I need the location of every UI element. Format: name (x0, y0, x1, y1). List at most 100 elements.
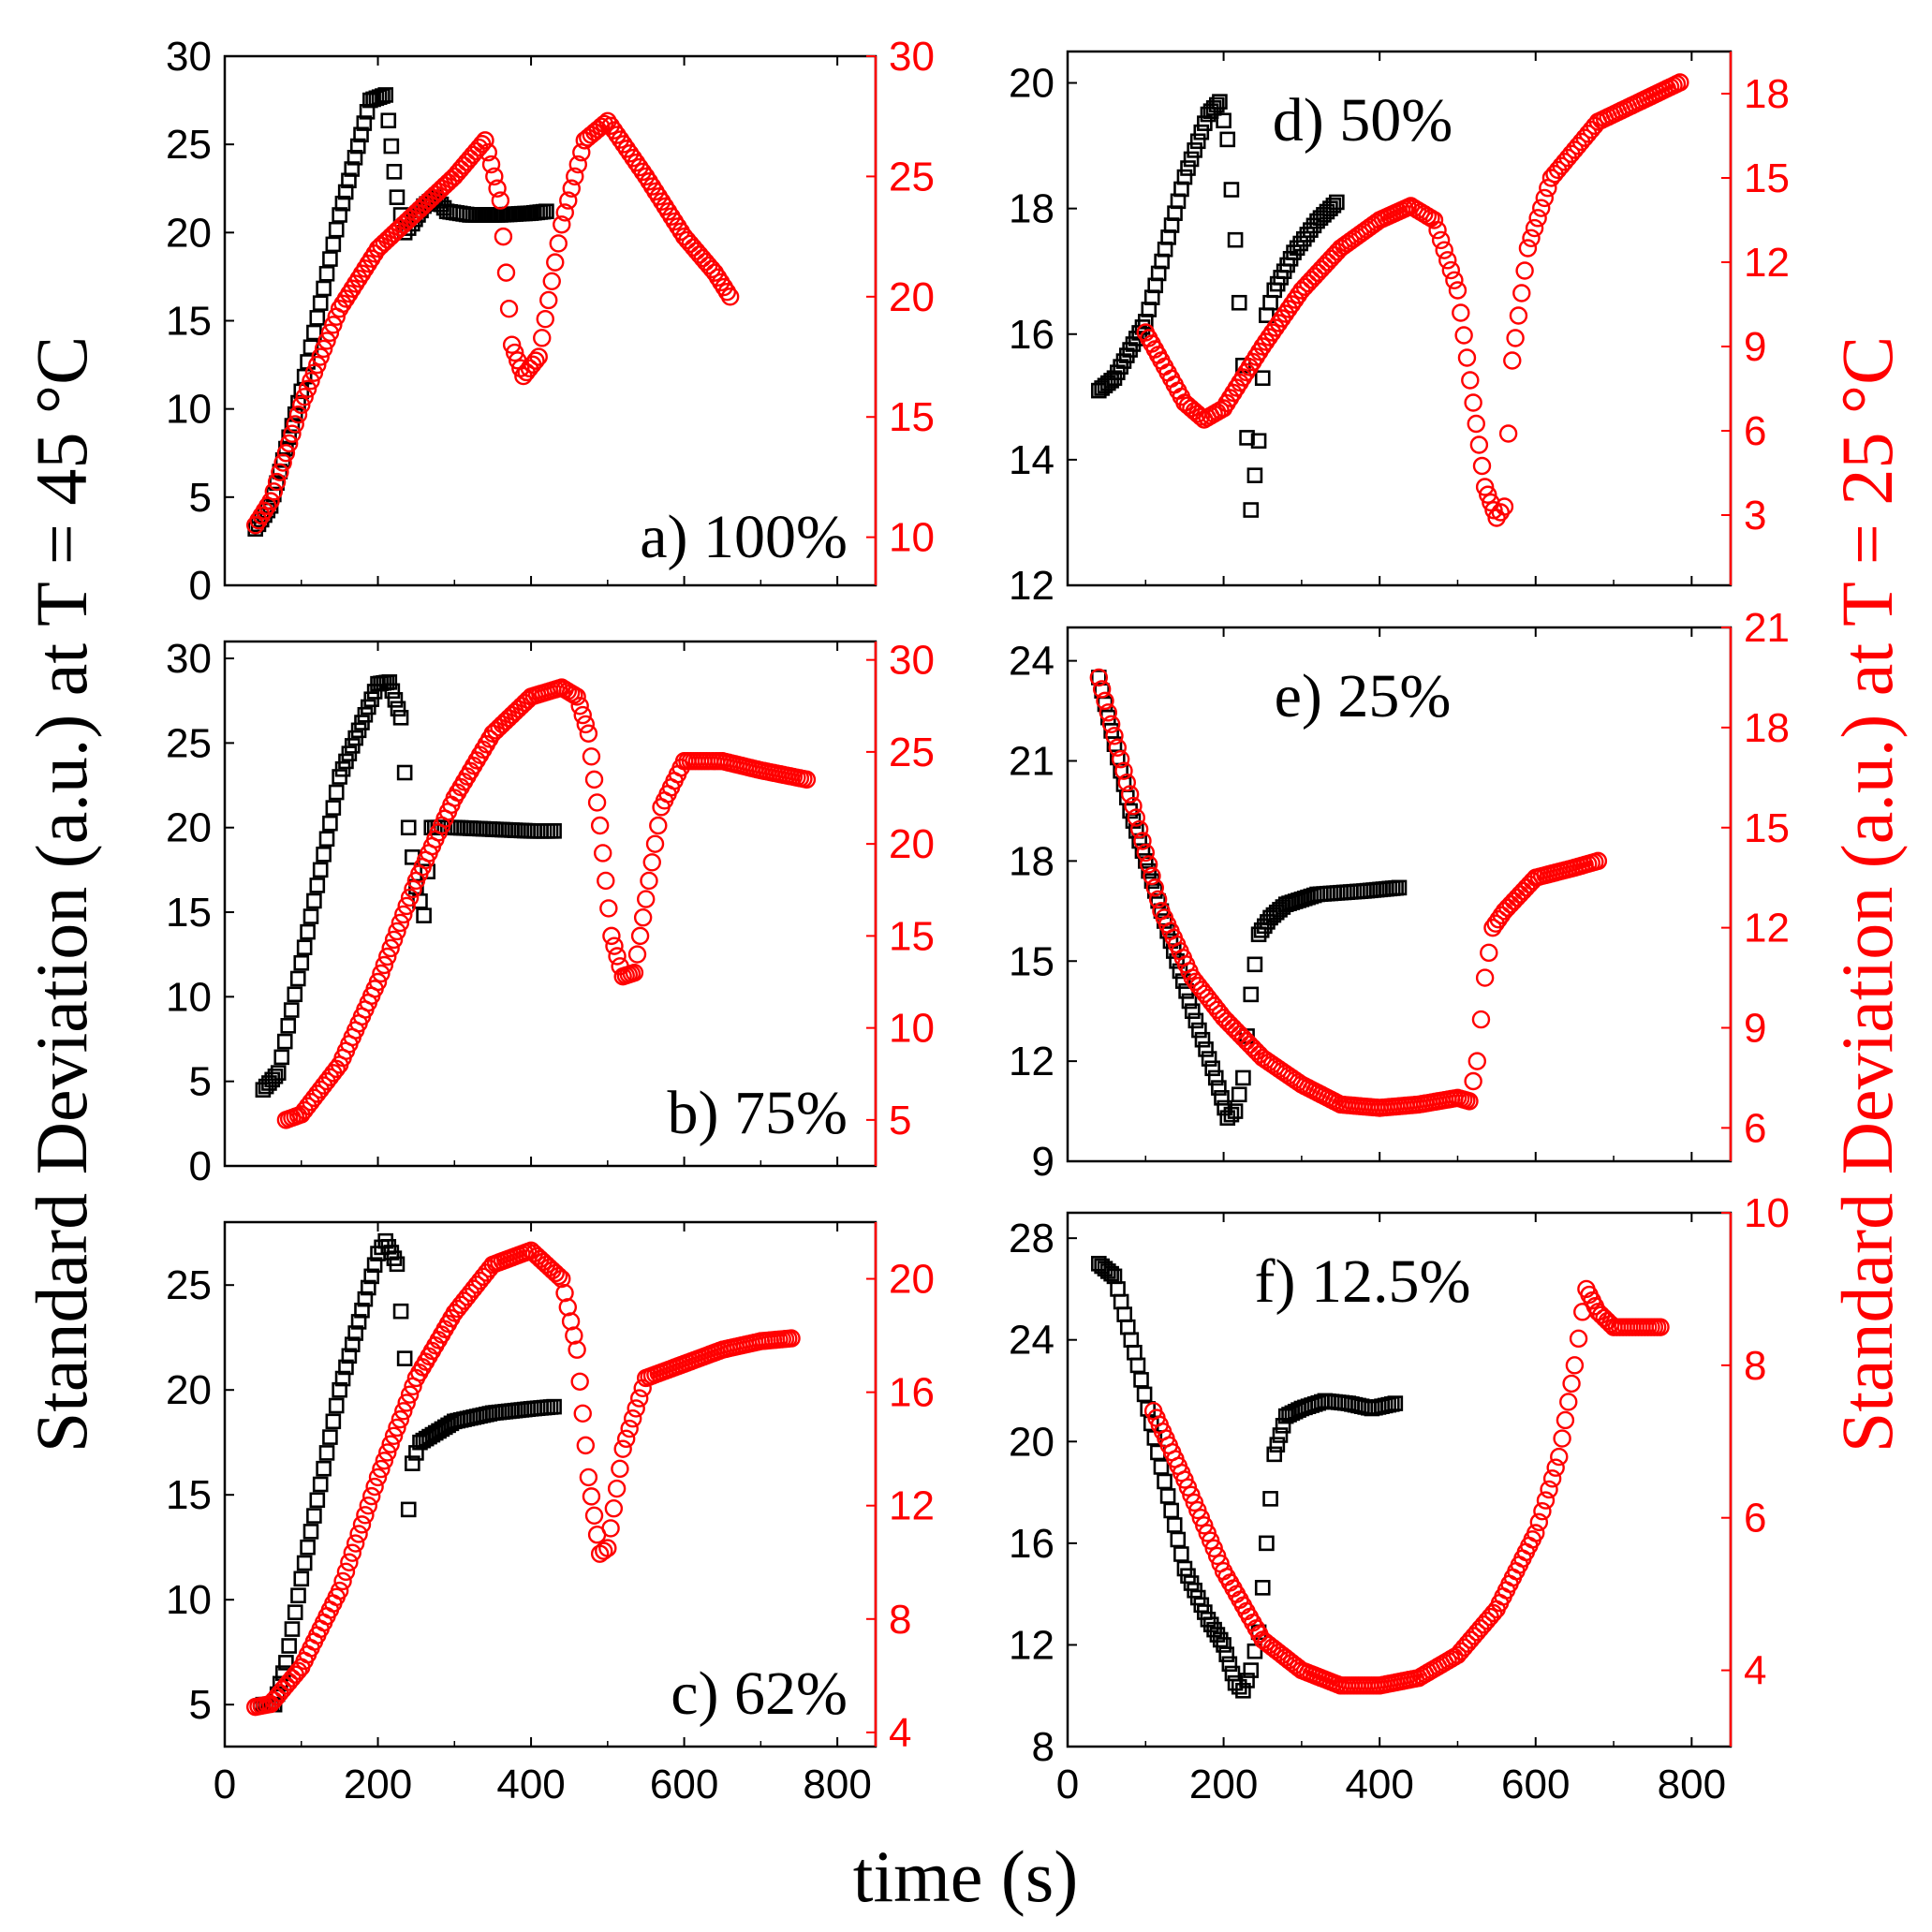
left-y-tick-label: 10 (166, 974, 212, 1020)
data-point-square (1189, 133, 1206, 150)
data-point-circle (1479, 485, 1497, 504)
right-y-tick-label: 15 (1744, 155, 1790, 201)
series-25C-f (1143, 1279, 1670, 1695)
left-y-tick-label: 14 (1009, 437, 1054, 483)
data-point-circle (426, 184, 445, 204)
data-point-circle (526, 351, 545, 370)
data-point-square (318, 1445, 335, 1461)
data-point-square (387, 692, 404, 708)
data-point-square (302, 908, 319, 924)
panel-d: 12 14 16 18 20 3 6 9 12 15 18 d) 50% (1009, 50, 1790, 609)
data-point-circle (1108, 738, 1128, 757)
data-point-square (396, 1350, 413, 1366)
data-point-square (334, 195, 351, 212)
data-point-circle (317, 332, 336, 350)
data-point-square (1227, 231, 1244, 248)
data-point-circle (404, 206, 422, 225)
data-point-circle (598, 1539, 617, 1557)
data-point-circle (1105, 727, 1124, 745)
series-45C-b (255, 674, 562, 1099)
data-point-circle (1518, 239, 1538, 258)
data-point-circle (549, 234, 568, 253)
data-point-square (289, 970, 306, 987)
data-point-circle (536, 309, 554, 329)
left-y-tick-label: 30 (166, 636, 212, 682)
data-point-circle (573, 1404, 592, 1423)
data-point-circle (336, 1562, 356, 1582)
left-y-tick-label: 20 (166, 805, 212, 851)
data-point-circle (1224, 1018, 1243, 1038)
data-point-circle (485, 167, 504, 186)
right-y-tick-label: 6 (1744, 1105, 1766, 1151)
data-point-square (1211, 1080, 1227, 1096)
data-point-square (1110, 1281, 1126, 1297)
data-point-circle (1438, 251, 1457, 270)
data-point-circle (384, 930, 404, 950)
data-point-circle (1246, 1041, 1265, 1061)
data-point-circle (568, 1340, 586, 1359)
data-point-square (400, 1501, 417, 1518)
data-point-circle (642, 853, 661, 872)
data-point-circle (1461, 371, 1480, 390)
data-point-circle (1472, 456, 1492, 476)
left-y-tick-label: 20 (166, 210, 212, 256)
data-point-square (1166, 1517, 1183, 1533)
data-point-square (356, 115, 373, 131)
data-point-circle (582, 1487, 601, 1506)
data-point-square (1231, 1086, 1247, 1103)
data-point-circle (499, 299, 519, 318)
data-point-circle (1099, 703, 1118, 722)
data-point-circle (1114, 761, 1133, 780)
data-point-circle (649, 816, 668, 835)
data-point-square (1239, 430, 1255, 446)
data-point-square (1103, 1265, 1119, 1282)
data-point-circle (394, 215, 413, 234)
panel-b: 0 5 10 15 20 25 30 5 10 15 20 25 30 b) 75% (166, 636, 935, 1189)
left-y-tick-label: 21 (1009, 739, 1054, 785)
data-point-square (1122, 803, 1138, 819)
data-point-square (546, 823, 562, 839)
data-point-circle (506, 702, 524, 722)
data-point-circle (1559, 1393, 1578, 1411)
data-point-circle (314, 339, 333, 359)
data-point-circle (1257, 332, 1276, 351)
data-point-circle (476, 131, 494, 150)
data-point-circle (362, 1486, 381, 1506)
data-point-circle (607, 1479, 627, 1498)
data-point-circle (490, 717, 509, 737)
data-point-square (361, 1279, 376, 1296)
data-point-circle (493, 715, 512, 734)
data-point-square (296, 1555, 313, 1571)
data-point-circle (340, 1553, 359, 1571)
data-point-circle (400, 888, 420, 907)
data-point-square (1262, 1491, 1278, 1507)
data-point-circle (625, 963, 644, 982)
data-point-square (1133, 1372, 1149, 1388)
data-point-circle (512, 697, 531, 715)
right-y-tick-label: 8 (889, 1597, 911, 1643)
panel-c-label: c) 62% (671, 1659, 848, 1728)
data-point-circle (1556, 1410, 1575, 1430)
data-point-square (296, 939, 313, 955)
data-point-circle (1445, 271, 1464, 289)
data-point-circle (397, 1394, 416, 1412)
data-point-square (1262, 294, 1278, 311)
data-point-square (334, 1370, 351, 1387)
data-point-square (322, 815, 338, 832)
right-y-tick-label: 18 (1744, 71, 1790, 117)
data-point-square (338, 1359, 354, 1376)
data-point-circle (509, 700, 528, 718)
data-point-circle (1092, 680, 1112, 699)
right-y-tick-label: 4 (889, 1710, 911, 1756)
data-point-circle (1651, 1318, 1670, 1336)
data-point-square (325, 800, 342, 816)
data-point-circle (630, 157, 649, 177)
data-point-circle (388, 1418, 406, 1438)
data-point-square (1157, 1473, 1172, 1490)
right-y-tick-label: 25 (889, 154, 935, 199)
series-25C-e (1089, 668, 1608, 1117)
data-point-square (420, 863, 435, 879)
data-point-circle (1498, 424, 1518, 443)
right-y-tick-label: 9 (1744, 324, 1766, 370)
data-point-square (1183, 151, 1200, 168)
